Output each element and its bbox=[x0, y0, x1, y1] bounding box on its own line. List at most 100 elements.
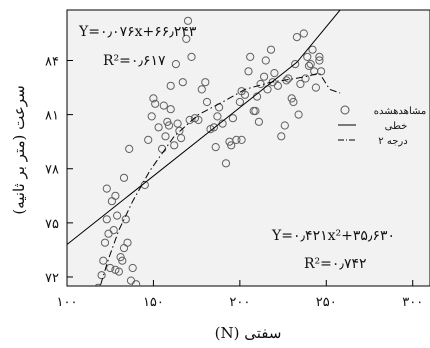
data-point bbox=[100, 238, 110, 247]
data-point bbox=[102, 184, 111, 193]
data-point bbox=[266, 45, 276, 54]
data-point bbox=[111, 191, 120, 200]
y-tick-label: ۷۵ bbox=[45, 217, 59, 232]
data-point bbox=[132, 280, 141, 286]
data-point bbox=[140, 180, 149, 190]
data-point bbox=[173, 119, 182, 128]
data-point bbox=[244, 67, 253, 76]
quadratic-r2: R²=۰٫۷۴۲ bbox=[304, 256, 367, 272]
data-point bbox=[211, 143, 220, 152]
data-point bbox=[119, 173, 129, 182]
data-point bbox=[163, 117, 172, 126]
data-point bbox=[109, 226, 118, 235]
data-point bbox=[178, 78, 187, 87]
data-point bbox=[299, 29, 308, 38]
data-point bbox=[94, 283, 102, 286]
data-point bbox=[277, 132, 286, 141]
x-tick-label: ۲۵۰ bbox=[316, 295, 337, 310]
data-point bbox=[114, 267, 124, 276]
data-point bbox=[187, 52, 196, 62]
data-point bbox=[240, 90, 250, 99]
data-point bbox=[170, 141, 179, 150]
chart-marks bbox=[67, 10, 341, 286]
data-point bbox=[254, 117, 263, 126]
data-point bbox=[201, 78, 210, 87]
data-point bbox=[128, 263, 137, 273]
data-point bbox=[194, 115, 203, 125]
data-point bbox=[251, 106, 260, 116]
data-point bbox=[106, 263, 115, 273]
data-point bbox=[183, 16, 193, 25]
data-point bbox=[291, 60, 300, 69]
data-point bbox=[289, 97, 298, 107]
data-point bbox=[221, 159, 231, 168]
y-axis-label: سرعت (متر بر ثانیه) bbox=[10, 85, 28, 214]
data-point bbox=[147, 112, 156, 121]
data-point bbox=[97, 271, 106, 280]
data-point bbox=[171, 60, 180, 69]
data-point bbox=[99, 256, 108, 265]
data-point bbox=[166, 105, 175, 114]
data-point bbox=[144, 135, 153, 144]
data-point bbox=[213, 112, 222, 121]
data-point bbox=[308, 45, 317, 54]
data-point bbox=[202, 97, 212, 107]
data-point bbox=[123, 238, 132, 247]
linear-r2: R²=۰٫۶۱۷ bbox=[103, 53, 166, 69]
data-point bbox=[166, 81, 175, 90]
x-tick-label: ۲۰۰ bbox=[229, 295, 250, 310]
data-point bbox=[270, 69, 279, 78]
x-tick-label: ۱۵۰ bbox=[143, 295, 164, 310]
plot-background bbox=[66, 9, 430, 287]
data-point bbox=[118, 256, 127, 265]
legend-quadratic-label: درجه ۲ bbox=[378, 136, 407, 147]
data-point bbox=[209, 123, 218, 132]
data-point bbox=[113, 211, 122, 220]
x-tick-label: ۳۰۰ bbox=[402, 295, 423, 310]
y-tick-label: ۸۴ bbox=[45, 55, 59, 70]
legend-observed-marker bbox=[340, 105, 350, 115]
y-tick-label: ۸۱ bbox=[45, 109, 59, 124]
data-point bbox=[303, 52, 312, 62]
data-point bbox=[151, 99, 160, 108]
data-point bbox=[154, 123, 163, 132]
data-point bbox=[317, 67, 326, 76]
data-point bbox=[306, 60, 315, 69]
data-point bbox=[185, 115, 194, 125]
data-point bbox=[311, 83, 320, 92]
data-point bbox=[228, 114, 237, 123]
axes: ۱۰۰ ۱۵۰ ۲۰۰ ۲۵۰ ۳۰۰ ۷۲ ۷۵ ۷۸ ۸۱ ۸۴ bbox=[45, 55, 423, 310]
data-point bbox=[237, 135, 246, 144]
y-tick-label: ۷۲ bbox=[45, 271, 59, 286]
data-point bbox=[227, 141, 236, 150]
linear-equation: Y=۰٫۰۷۶x+۶۶٫۲۴۳ bbox=[78, 24, 197, 40]
data-point bbox=[161, 132, 170, 141]
data-point bbox=[159, 101, 168, 110]
linear-fit-line bbox=[67, 10, 341, 245]
data-point bbox=[235, 97, 244, 107]
data-point bbox=[246, 52, 255, 62]
x-axis-label: سفتی (N) bbox=[215, 324, 282, 342]
data-point bbox=[177, 134, 186, 143]
quadratic-fit-curve bbox=[99, 72, 341, 286]
y-tick-label: ۷۸ bbox=[45, 163, 59, 178]
data-point bbox=[164, 121, 174, 130]
x-tick-label: ۱۰۰ bbox=[57, 295, 78, 310]
legend-linear-label: خطی bbox=[385, 121, 408, 132]
data-point bbox=[315, 56, 324, 65]
data-point bbox=[260, 72, 269, 81]
data-point bbox=[261, 56, 270, 65]
legend: مشاهدهشده خطی درجه ۲ bbox=[338, 105, 427, 147]
data-point bbox=[296, 79, 305, 89]
data-point bbox=[294, 110, 303, 119]
data-point bbox=[125, 144, 134, 153]
data-point bbox=[301, 74, 310, 83]
data-point bbox=[232, 135, 241, 144]
data-point bbox=[292, 33, 301, 42]
legend-observed-label: مشاهدهشده bbox=[374, 106, 427, 117]
data-point bbox=[280, 121, 289, 130]
data-point bbox=[304, 61, 314, 71]
quadratic-equation: Y=۰٫۴۲۱x²+۳۵٫۶۳۰ bbox=[271, 228, 395, 244]
